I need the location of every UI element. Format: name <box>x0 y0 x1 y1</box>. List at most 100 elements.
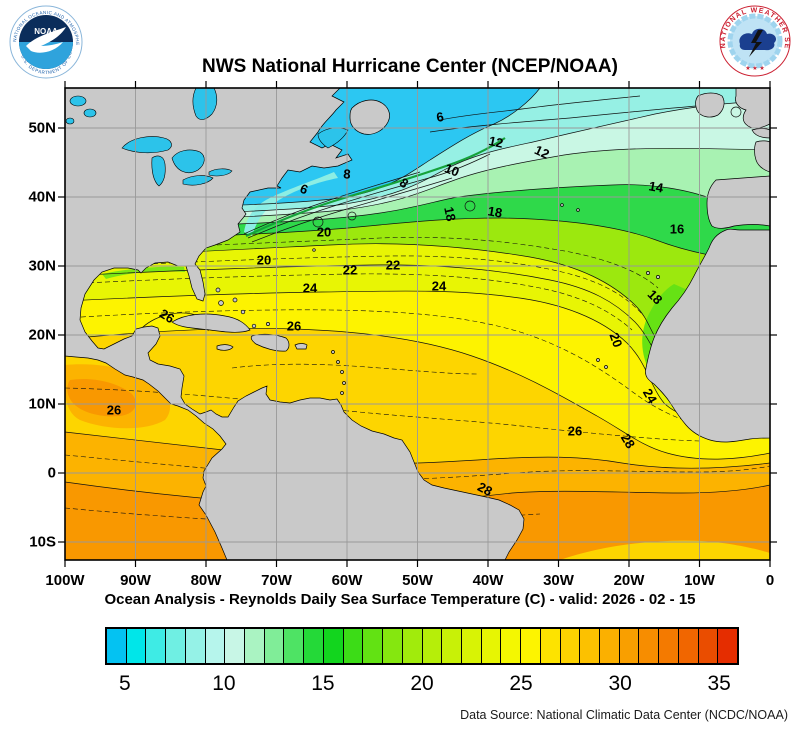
y-axis-label: 40N <box>28 188 56 206</box>
x-axis-label: 90W <box>120 572 151 589</box>
colorbar-cell <box>501 629 522 663</box>
land-africa <box>645 228 770 443</box>
nws-cloud-icon <box>739 28 777 51</box>
nws-logo: NATIONAL WEATHER SERVICE ★ ★ ★ <box>718 4 791 77</box>
colorbar-cell <box>146 629 167 663</box>
sst-map <box>58 81 777 567</box>
land-jamaica <box>216 344 234 351</box>
colorbar-cell <box>304 629 324 663</box>
colorbar-cell <box>383 629 403 663</box>
noaa-logo: NATIONAL OCEANIC AND ATMOSPHERIC ADMINIS… <box>8 4 83 79</box>
x-axis-label: 40W <box>472 572 504 589</box>
colorbar-cell <box>619 629 640 663</box>
contour-label: 24 <box>302 280 318 296</box>
colorbar-cell <box>185 629 206 663</box>
small-lake <box>83 108 97 118</box>
colorbar-tick-label: 25 <box>509 672 533 695</box>
y-axis-label: 50N <box>28 119 56 137</box>
colorbar-cell <box>639 629 660 663</box>
colorbar-cell <box>245 629 265 663</box>
x-axis-label: 80W <box>190 572 222 589</box>
noaa-center-text: NOAA <box>34 27 58 36</box>
x-axis-label: 10W <box>684 572 715 589</box>
y-axis-label: 20N <box>28 326 56 344</box>
colorbar-cell <box>659 629 679 663</box>
colorbar-cell <box>560 629 581 663</box>
nws-lightning-icon <box>749 30 763 57</box>
y-axis-label: 0 <box>47 464 56 482</box>
land-ireland <box>695 92 725 118</box>
land-france <box>754 140 770 173</box>
colorbar-tick-label: 35 <box>707 672 731 695</box>
land-cuba <box>171 313 251 333</box>
colorbar-tick-label: 15 <box>311 672 335 695</box>
nws-stars: ★ ★ ★ <box>745 65 764 72</box>
graticule <box>65 88 770 560</box>
contour-label: 20 <box>316 224 332 240</box>
x-axis-label: 70W <box>261 572 292 589</box>
lake-huron <box>171 149 205 173</box>
small-lake-2 <box>65 117 75 125</box>
data-source: Data Source: National Climatic Data Cent… <box>460 708 788 722</box>
colorbar-cell <box>107 629 127 663</box>
colorbar-cell <box>402 629 423 663</box>
contour-label: 26 <box>567 423 583 439</box>
contour-label: 18 <box>486 203 504 221</box>
lakes-layer <box>65 88 349 187</box>
colorbar-cell <box>481 629 502 663</box>
colorbar-cell <box>422 629 443 663</box>
land-britain <box>735 88 770 129</box>
lake-michigan <box>151 155 166 187</box>
x-axis-label: 20W <box>613 572 645 589</box>
contour-label: 26 <box>286 318 302 334</box>
colorbar-cell <box>678 629 699 663</box>
map-caption: Ocean Analysis - Reynolds Daily Sea Surf… <box>104 591 696 608</box>
colorbar-cell <box>461 629 482 663</box>
colorbar-cell <box>521 629 541 663</box>
colorbar-cell <box>264 629 285 663</box>
colorbar-cell <box>166 629 186 663</box>
page-title: NWS National Hurricane Center (NCEP/NOAA… <box>202 56 618 77</box>
land-iberia <box>706 175 770 229</box>
lake-ontario <box>208 168 233 177</box>
x-axis-label: 50W <box>402 572 433 589</box>
colorbar <box>105 627 739 665</box>
x-axis-label: 0 <box>765 572 775 589</box>
colorbar-cell <box>323 629 344 663</box>
colorbar-tick-label: 20 <box>410 672 434 695</box>
x-axis-label: 60W <box>331 572 363 589</box>
contour-label: 22 <box>385 257 401 273</box>
colorbar-tick-label: 10 <box>212 672 236 695</box>
map-frame <box>64 87 771 561</box>
land-americas <box>65 88 525 560</box>
contour-label: 22 <box>342 262 358 278</box>
ocean-patch-gold-corner <box>560 540 770 560</box>
noaa-seagull-icon <box>26 27 66 53</box>
lake-erie <box>182 175 214 186</box>
contour-label: 20 <box>256 252 272 268</box>
colorbar-cell <box>540 629 561 663</box>
land-cornwall <box>751 128 770 139</box>
y-axis-label: 30N <box>28 257 56 275</box>
james-bay <box>192 88 218 120</box>
colorbar-cell <box>580 629 600 663</box>
land-lesser-antilles <box>312 248 346 395</box>
axis-ticks <box>58 81 777 567</box>
colorbar-cell <box>205 629 226 663</box>
contour-label: 12 <box>487 133 505 151</box>
colorbar-cell <box>284 629 305 663</box>
lake-superior <box>121 136 172 154</box>
land-layer <box>65 88 770 560</box>
colorbar-cell <box>599 629 620 663</box>
land-puerto-rico <box>294 343 308 350</box>
contour-label: 8 <box>342 166 352 182</box>
colorbar-cell <box>363 629 384 663</box>
colorbar-cell <box>698 629 719 663</box>
colorbar-cell <box>126 629 147 663</box>
land-newfoundland <box>349 99 390 135</box>
contour-label: 26 <box>106 402 122 418</box>
y-axis-label: 10N <box>28 395 56 413</box>
colorbar-cell <box>442 629 462 663</box>
land-canaries-capeverde-azores <box>560 203 660 369</box>
